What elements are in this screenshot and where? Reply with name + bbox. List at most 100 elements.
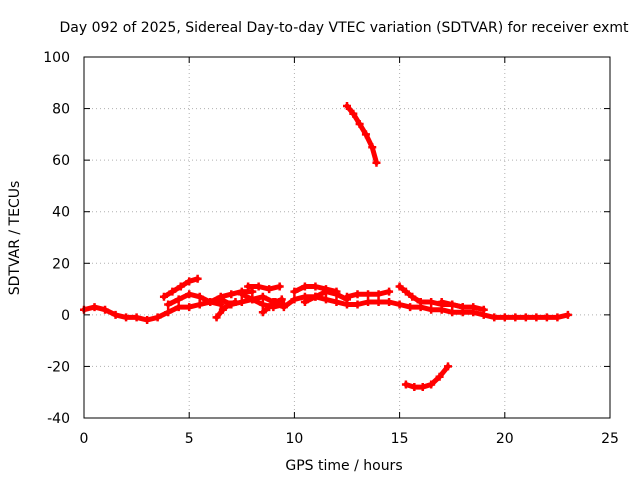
series-group <box>80 101 572 392</box>
data-point <box>248 295 257 304</box>
data-point <box>469 303 478 312</box>
data-point <box>437 297 446 306</box>
data-point <box>237 290 246 299</box>
x-tick-label: 0 <box>80 431 89 447</box>
data-point <box>410 383 419 392</box>
data-point <box>185 303 194 312</box>
data-point <box>395 300 404 309</box>
data-point <box>532 313 541 322</box>
data-point <box>385 287 394 296</box>
data-point <box>193 274 202 283</box>
data-point <box>227 290 236 299</box>
grid <box>84 57 610 418</box>
series-line-arc-e <box>245 284 283 292</box>
y-tick-label: 0 <box>61 308 70 324</box>
data-point <box>343 292 351 301</box>
data-point <box>416 297 425 306</box>
data-point <box>254 282 263 291</box>
y-tick-label: 80 <box>52 102 70 118</box>
data-point <box>132 313 141 322</box>
data-point <box>353 300 362 309</box>
data-point <box>90 303 99 312</box>
data-point <box>321 295 330 304</box>
data-point <box>290 287 299 296</box>
data-point <box>349 109 358 118</box>
data-point <box>395 282 404 291</box>
data-point <box>265 303 274 312</box>
data-point <box>111 310 120 319</box>
data-point <box>427 380 436 389</box>
data-point <box>361 130 370 139</box>
data-point <box>164 308 173 317</box>
data-point <box>231 297 240 306</box>
data-point <box>427 297 436 306</box>
data-point <box>185 277 194 286</box>
data-point <box>216 292 225 301</box>
y-tick-label: 100 <box>43 50 70 66</box>
chart-title: Day 092 of 2025, Sidereal Day-to-day VTE… <box>60 20 630 36</box>
data-point <box>364 297 373 306</box>
data-point <box>258 292 267 301</box>
data-point <box>311 292 320 301</box>
data-point <box>168 287 177 296</box>
data-point <box>164 300 173 309</box>
data-point <box>563 310 572 319</box>
y-axis-label: SDTVAR / TECUs <box>7 181 23 296</box>
data-point <box>185 290 194 299</box>
data-point <box>195 300 204 309</box>
data-point <box>458 303 467 312</box>
data-point <box>122 313 131 322</box>
data-point <box>153 313 162 322</box>
data-point <box>553 313 562 322</box>
data-point <box>500 313 509 322</box>
x-tick-label: 25 <box>601 431 619 447</box>
data-point <box>218 305 227 314</box>
data-point <box>521 313 530 322</box>
x-tick-label: 15 <box>391 431 409 447</box>
data-point <box>159 292 168 301</box>
data-point <box>174 295 183 304</box>
x-tick-label: 10 <box>285 431 303 447</box>
data-point <box>490 313 499 322</box>
data-point <box>279 300 288 309</box>
data-point <box>258 308 267 317</box>
data-point <box>364 290 373 299</box>
data-point <box>300 282 309 291</box>
data-point <box>343 101 351 110</box>
data-point <box>258 300 267 309</box>
data-point <box>271 297 280 306</box>
data-point <box>332 290 341 299</box>
data-point <box>321 287 330 296</box>
data-point <box>401 380 410 389</box>
data-point <box>448 308 457 317</box>
plot-frame <box>83 56 611 419</box>
data-point <box>216 300 225 309</box>
data-point <box>265 285 274 294</box>
data-point <box>332 297 341 306</box>
data-point <box>143 316 152 325</box>
y-tick-label: 20 <box>52 256 70 272</box>
ticks: 0 5 10 15 20 25 -40 -20 0 20 40 60 80 100 <box>43 50 619 447</box>
data-point <box>542 313 551 322</box>
data-point <box>408 292 417 301</box>
y-tick-label: -40 <box>47 411 70 427</box>
series-line-arc-d <box>214 299 238 320</box>
data-point <box>374 297 383 306</box>
x-axis-label: GPS time / hours <box>285 458 402 474</box>
data-point <box>418 383 427 392</box>
data-point <box>225 300 234 309</box>
data-point <box>174 303 183 312</box>
data-point <box>448 300 457 309</box>
data-point <box>368 143 377 152</box>
data-point <box>290 295 299 304</box>
data-point <box>195 292 204 301</box>
data-point <box>372 158 381 167</box>
data-point <box>212 313 221 322</box>
series-line-arc-k <box>397 284 424 305</box>
data-point <box>206 297 215 306</box>
x-tick-label: 5 <box>185 431 194 447</box>
data-point <box>427 305 436 314</box>
data-point <box>443 362 452 371</box>
